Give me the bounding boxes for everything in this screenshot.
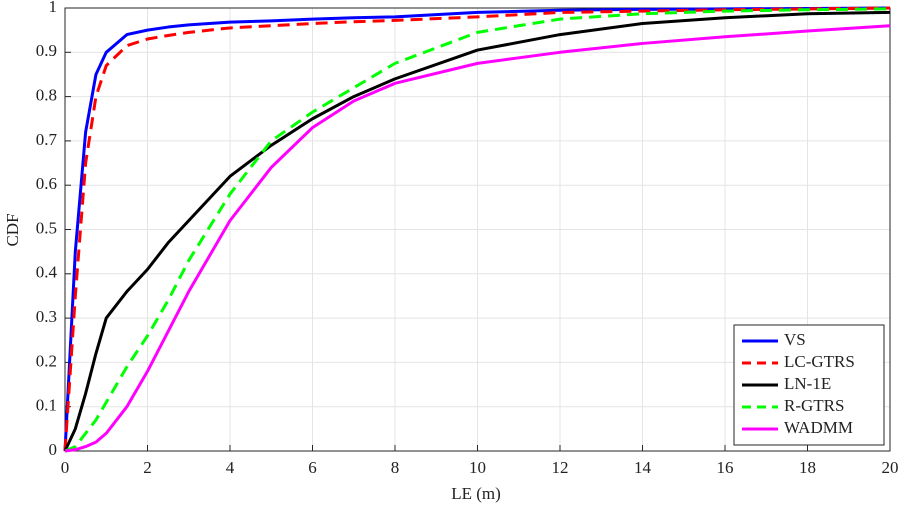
y-tick-label: 0.6 <box>36 174 57 193</box>
series-line <box>63 6 891 452</box>
legend-label: R-GTRS <box>784 396 844 415</box>
x-tick-label: 14 <box>634 458 652 477</box>
x-tick-label: 10 <box>469 458 486 477</box>
y-tick-label: 0.3 <box>36 307 57 326</box>
x-tick-label: 4 <box>226 458 235 477</box>
x-axis-label: LE (m) <box>451 484 501 503</box>
series-line <box>64 7 891 453</box>
x-tick-label: 16 <box>717 458 734 477</box>
y-tick-label: 0.8 <box>36 86 57 105</box>
y-tick-label: 0.7 <box>36 130 58 149</box>
x-tick-label: 6 <box>308 458 317 477</box>
x-tick-label: 8 <box>391 458 400 477</box>
legend-label: LN-1E <box>784 374 831 393</box>
series-line <box>63 6 891 452</box>
y-tick-label: 0.1 <box>36 396 57 415</box>
y-tick-label: 0.2 <box>36 351 57 370</box>
series-line <box>63 10 891 452</box>
y-tick-label: 0 <box>49 440 58 459</box>
x-tick-label: 20 <box>882 458 899 477</box>
legend-label: WADMM <box>784 418 853 437</box>
series-line <box>64 24 891 453</box>
y-tick-label: 1 <box>49 0 58 16</box>
legend-label: VS <box>784 330 806 349</box>
y-tick-label: 0.9 <box>36 41 57 60</box>
y-tick-label: 0.4 <box>36 263 58 282</box>
legend-label: LC-GTRS <box>784 352 855 371</box>
y-tick-label: 0.5 <box>36 218 57 237</box>
x-tick-label: 12 <box>552 458 569 477</box>
y-axis-label: CDF <box>3 213 22 246</box>
x-tick-label: 18 <box>799 458 816 477</box>
x-tick-label: 0 <box>61 458 70 477</box>
axes-box <box>64 7 891 452</box>
x-tick-label: 2 <box>143 458 152 477</box>
